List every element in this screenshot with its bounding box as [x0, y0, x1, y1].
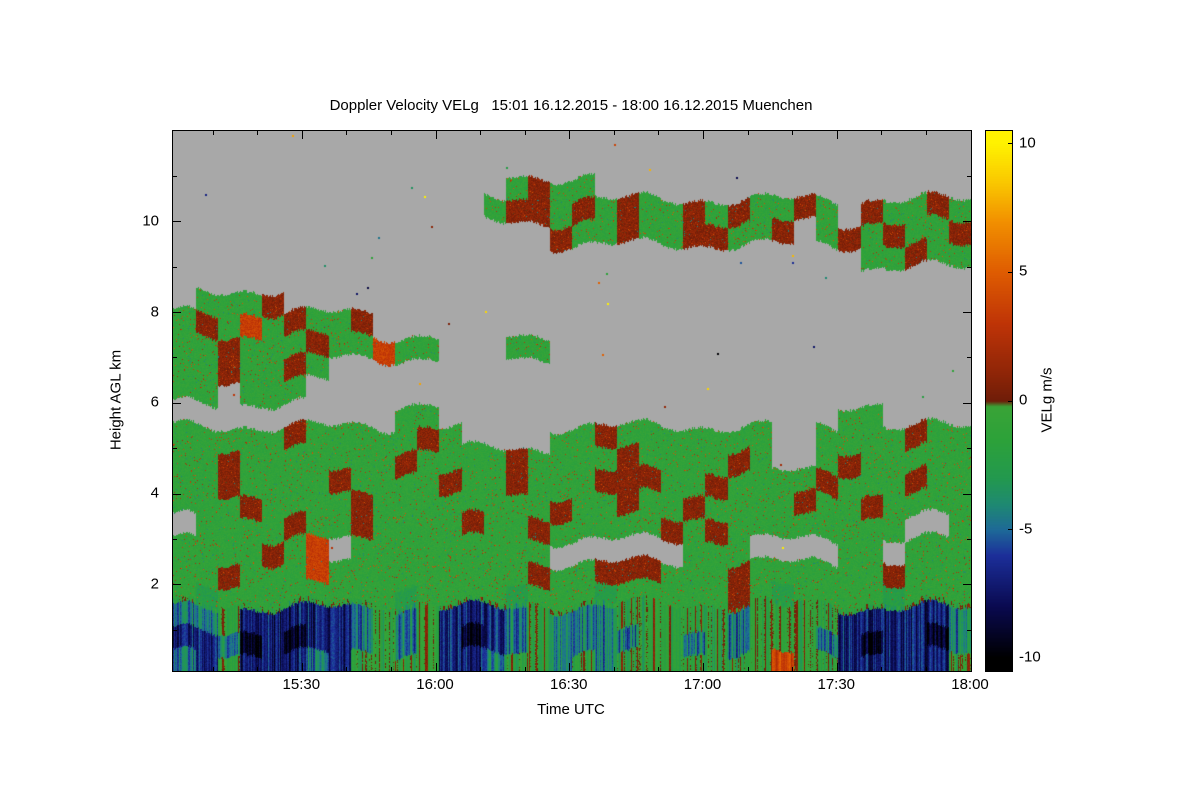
- y-minor-tick: [173, 357, 177, 359]
- heatmap-canvas: [173, 131, 971, 671]
- y-minor-tick: [173, 629, 177, 631]
- x-minor-tick: [925, 667, 927, 671]
- y-tick-label: 8: [150, 303, 159, 320]
- x-major-tick: [836, 131, 838, 139]
- chart-title: Doppler Velocity VELg 15:01 16.12.2015 -…: [329, 97, 813, 114]
- x-minor-tick: [390, 131, 392, 135]
- x-tick-label: 17:00: [683, 676, 722, 693]
- x-major-tick: [970, 663, 972, 671]
- colorbar: [985, 130, 1013, 672]
- y-major-tick: [963, 402, 971, 404]
- colorbar-tick-label: 10: [1019, 134, 1036, 152]
- x-tick-label: 16:30: [549, 676, 588, 693]
- colorbar-canvas: [986, 131, 1012, 671]
- x-major-tick: [703, 663, 704, 671]
- x-major-tick: [435, 131, 437, 139]
- x-minor-tick: [747, 667, 749, 671]
- x-minor-tick: [881, 131, 883, 135]
- plot-area: [172, 130, 972, 672]
- x-tick-label: 15:30: [282, 676, 321, 693]
- y-major-tick: [173, 312, 181, 313]
- x-minor-tick: [390, 667, 392, 671]
- y-minor-tick: [173, 266, 177, 268]
- x-minor-tick: [881, 667, 883, 671]
- y-minor-tick: [967, 357, 971, 359]
- x-minor-tick: [524, 667, 526, 671]
- y-minor-tick: [173, 448, 177, 450]
- x-minor-tick: [792, 131, 794, 135]
- y-major-tick: [173, 493, 181, 495]
- y-tick-label: 2: [150, 575, 159, 593]
- x-minor-tick: [480, 667, 482, 671]
- x-minor-tick: [346, 131, 348, 135]
- x-minor-tick: [925, 131, 927, 135]
- y-major-tick: [963, 312, 971, 313]
- colorbar-tick: [1008, 271, 1012, 273]
- y-major-tick: [963, 221, 971, 223]
- x-minor-tick: [257, 131, 259, 135]
- y-tick-label: 4: [150, 484, 159, 502]
- y-minor-tick: [173, 175, 177, 177]
- x-minor-tick: [257, 667, 259, 671]
- colorbar-tick-label: 5: [1019, 262, 1028, 280]
- x-major-tick: [301, 663, 303, 671]
- y-tick-label: 6: [150, 393, 159, 411]
- x-major-tick: [970, 131, 972, 139]
- colorbar-tick-label: -5: [1019, 520, 1033, 538]
- y-minor-tick: [967, 175, 971, 177]
- y-minor-tick: [967, 629, 971, 631]
- x-minor-tick: [346, 667, 348, 671]
- y-tick-label: 10: [142, 212, 159, 230]
- x-minor-tick: [212, 667, 214, 671]
- x-tick-label: 18:00: [951, 676, 989, 693]
- colorbar-tick-label: 0: [1019, 391, 1028, 409]
- colorbar-tick: [1008, 143, 1012, 145]
- y-major-tick: [173, 584, 181, 586]
- x-tick-label: 17:30: [817, 676, 856, 693]
- y-major-tick: [963, 584, 971, 586]
- x-axis-title: Time UTC: [537, 701, 605, 718]
- x-minor-tick: [658, 667, 660, 671]
- x-minor-tick: [658, 131, 660, 135]
- x-minor-tick: [480, 131, 482, 135]
- y-minor-tick: [173, 538, 177, 540]
- x-minor-tick: [792, 667, 794, 671]
- x-major-tick: [569, 663, 571, 671]
- y-major-tick: [173, 402, 181, 404]
- x-major-tick: [569, 131, 571, 139]
- x-minor-tick: [613, 131, 615, 135]
- colorbar-tick: [1008, 529, 1012, 531]
- colorbar-tick-label: -10: [1019, 648, 1041, 666]
- x-tick-label: 16:00: [416, 676, 454, 693]
- x-minor-tick: [212, 131, 214, 135]
- x-minor-tick: [613, 667, 615, 671]
- y-minor-tick: [967, 448, 971, 450]
- y-minor-tick: [967, 266, 971, 268]
- x-minor-tick: [747, 131, 749, 135]
- colorbar-tick: [1008, 400, 1012, 402]
- y-minor-tick: [967, 538, 971, 540]
- y-major-tick: [173, 221, 181, 223]
- x-major-tick: [836, 663, 838, 671]
- colorbar-title: VELg m/s: [1038, 367, 1056, 433]
- x-major-tick: [703, 131, 704, 139]
- x-major-tick: [301, 131, 303, 139]
- x-minor-tick: [524, 131, 526, 135]
- colorbar-tick: [1008, 657, 1012, 659]
- y-major-tick: [963, 493, 971, 495]
- x-major-tick: [435, 663, 437, 671]
